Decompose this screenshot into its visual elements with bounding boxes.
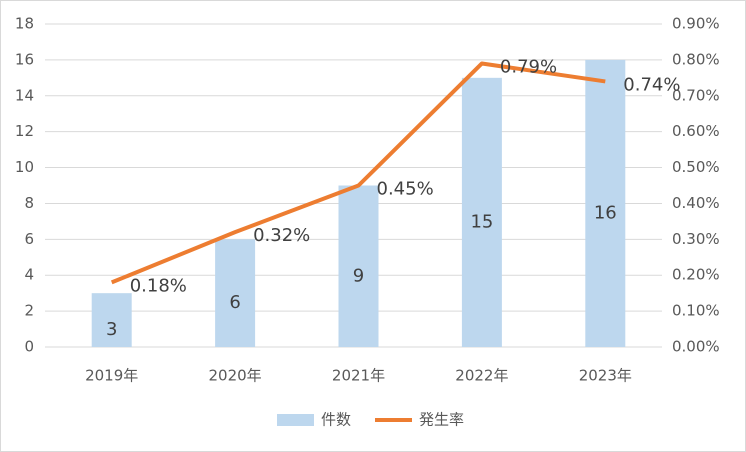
y2-tick-label: 0.20% [672,266,720,284]
y2-tick-label: 0.90% [672,15,720,33]
bar [585,59,626,348]
legend-label: 発生率 [419,411,464,429]
line-label: 0.18% [130,275,187,296]
bar-label: 6 [229,292,240,313]
y2-tick-label: 0.30% [672,230,720,248]
y-tick-label: 6 [24,230,34,248]
x-tick-label: 2022年 [455,367,508,385]
y2-tick-label: 0.00% [672,338,720,356]
bar-label: 15 [470,211,493,232]
y-tick-label: 0 [24,338,34,356]
y-tick-label: 8 [24,194,34,212]
y2-tick-label: 0.60% [672,122,720,140]
y-tick-label: 10 [15,158,34,176]
y2-tick-label: 0.40% [672,194,720,212]
bar [461,77,502,347]
bar [91,293,132,347]
legend-label: 件数 [321,411,351,429]
y2-tick-label: 0.70% [672,86,720,104]
x-tick-label: 2019年 [85,367,138,385]
y-tick-label: 4 [24,266,34,284]
bar-label: 16 [594,202,617,223]
y-tick-label: 12 [15,122,34,140]
bar-label: 9 [353,265,364,286]
bar [215,239,256,347]
y-tick-label: 16 [15,50,34,68]
x-tick-label: 2020年 [209,367,262,385]
bar [338,185,379,347]
y2-tick-label: 0.50% [672,158,720,176]
y2-tick-label: 0.80% [672,50,720,68]
x-tick-label: 2023年 [579,367,632,385]
bar-label: 3 [106,319,117,340]
x-tick-label: 2021年 [332,367,385,385]
line [110,61,606,285]
y-tick-label: 18 [15,15,34,33]
line-label: 0.79% [500,56,557,77]
y-tick-label: 14 [15,86,34,104]
line-label: 0.32% [253,225,310,246]
y-tick-label: 2 [24,302,34,320]
line-label: 0.45% [377,179,434,200]
line-label: 0.74% [623,74,680,95]
legend-swatch [277,414,314,426]
y2-tick-label: 0.10% [672,302,720,320]
